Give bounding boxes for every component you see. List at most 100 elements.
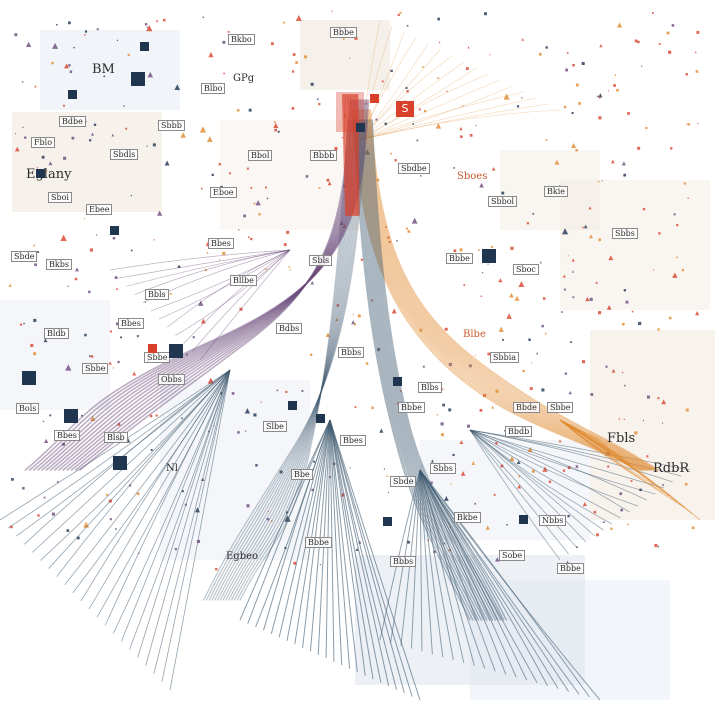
trunk-branch	[75, 99, 353, 471]
scatter-node	[342, 224, 347, 228]
scatter-node	[599, 43, 603, 48]
fan-edge	[469, 429, 578, 549]
node-label: Sbbe	[82, 363, 109, 374]
scatter-node	[33, 318, 37, 322]
fan-edge	[469, 429, 569, 555]
scatter-node	[493, 493, 496, 496]
scatter-node	[341, 493, 345, 497]
scatter-node	[253, 201, 256, 205]
scatter-node	[517, 484, 522, 489]
scatter-node	[566, 52, 569, 54]
scatter-node	[468, 364, 472, 368]
fan-edge	[559, 419, 685, 509]
scatter-node	[442, 403, 445, 407]
scatter-node	[357, 314, 361, 318]
scatter-node	[327, 181, 332, 186]
scatter-node	[571, 142, 577, 149]
scatter-node	[383, 468, 385, 470]
fan-edge	[167, 249, 291, 328]
scatter-node	[23, 322, 25, 325]
node-label: Sbde	[390, 476, 417, 487]
fan-edge	[150, 249, 291, 312]
node-square	[370, 94, 379, 103]
scatter-node	[582, 501, 587, 507]
node-label: Eglany	[26, 167, 72, 182]
scatter-node	[422, 365, 425, 368]
scatter-node	[71, 136, 75, 140]
scatter-node	[558, 439, 562, 443]
scatter-node	[487, 352, 491, 356]
scatter-node	[390, 69, 393, 73]
scatter-node	[305, 175, 309, 178]
scatter-node	[277, 130, 280, 133]
scatter-node	[239, 307, 243, 311]
scatter-node	[89, 248, 94, 252]
node-label: Bbe	[291, 469, 313, 480]
scatter-node	[610, 159, 615, 164]
scatter-node	[477, 249, 480, 252]
node-square	[393, 377, 402, 386]
fan-edge	[126, 249, 291, 287]
scatter-node	[293, 561, 297, 565]
scatter-node	[204, 269, 208, 272]
scatter-node	[662, 422, 664, 424]
node-label: Bbbe	[305, 537, 332, 548]
node-label: Sbdls	[110, 149, 139, 160]
scatter-node	[581, 360, 586, 364]
node-label: Bols	[16, 403, 40, 414]
scatter-node	[36, 167, 39, 169]
fan-edge	[359, 61, 465, 141]
node-label: Bkbe	[454, 512, 481, 523]
fan-edge	[559, 419, 632, 465]
scatter-node	[250, 186, 253, 189]
scatter-node	[498, 326, 504, 332]
scatter-node	[561, 228, 569, 235]
node-square	[22, 371, 36, 385]
fan-edge	[183, 249, 291, 344]
scatter-node	[22, 126, 24, 128]
fan-edge	[469, 429, 561, 561]
fan-edge	[286, 419, 331, 641]
node-label: GPg	[233, 73, 255, 84]
scatter-node	[501, 191, 505, 195]
scatter-node	[657, 545, 660, 548]
scatter-node	[84, 30, 88, 33]
node-label: Sbbol	[488, 196, 518, 207]
scatter-node	[43, 338, 48, 343]
fan-edge	[559, 419, 693, 515]
scatter-node	[112, 367, 114, 369]
trunk-branch	[368, 109, 658, 471]
scatter-node	[538, 52, 542, 56]
fan-edge	[32, 369, 231, 553]
node-label: Bkie	[544, 186, 569, 197]
scatter-node	[352, 313, 355, 316]
trunk-branch	[362, 109, 652, 471]
scatter-node	[607, 90, 610, 92]
scatter-node	[351, 320, 356, 325]
fan-edge	[329, 419, 398, 690]
fan-edge	[145, 369, 231, 666]
fan-edge	[359, 43, 429, 141]
scatter-node	[437, 77, 440, 80]
scatter-node	[406, 90, 409, 93]
scatter-node	[248, 108, 252, 112]
node-square	[68, 90, 77, 99]
scatter-node	[625, 300, 629, 304]
fan-edge	[64, 369, 231, 586]
fan-edge	[419, 469, 423, 652]
trunk-branch	[370, 119, 505, 621]
background-panel	[590, 330, 715, 520]
node-label: Sboes	[457, 171, 488, 182]
scatter-node	[460, 135, 463, 138]
scatter-node	[319, 564, 321, 566]
scatter-node	[578, 102, 581, 105]
fan-edge	[191, 249, 291, 353]
scatter-node	[571, 270, 575, 273]
trunk-branch	[233, 119, 352, 601]
scatter-node	[52, 42, 59, 49]
scatter-node	[684, 482, 688, 486]
node-label: Bldb	[44, 328, 69, 339]
scatter-node	[440, 433, 444, 437]
fan-edge	[419, 469, 454, 661]
